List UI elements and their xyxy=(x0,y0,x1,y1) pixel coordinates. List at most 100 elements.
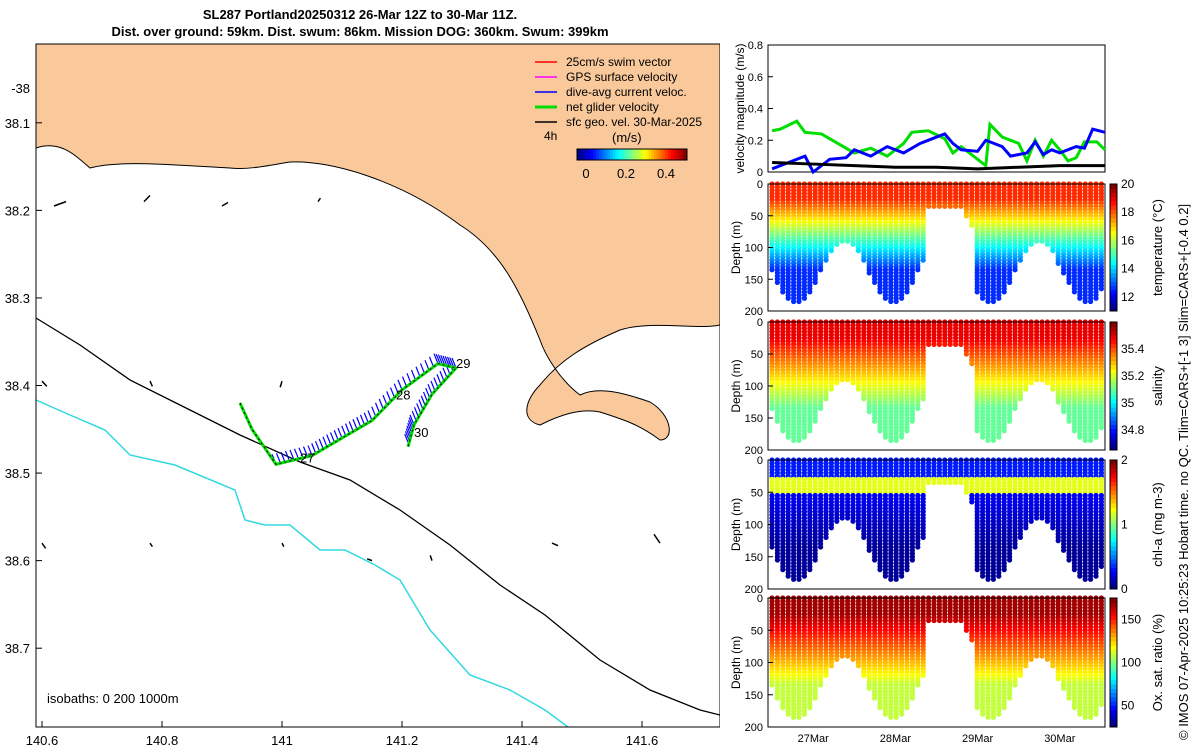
data-point xyxy=(990,428,997,434)
colorbar-cell xyxy=(1110,251,1117,257)
data-point xyxy=(996,541,1002,547)
data-point xyxy=(861,348,867,354)
data-point xyxy=(1044,206,1050,212)
data-point xyxy=(796,325,802,331)
data-point xyxy=(1088,412,1094,418)
data-point xyxy=(926,322,932,328)
data-point xyxy=(774,244,781,251)
data-point xyxy=(1017,502,1024,508)
data-point xyxy=(807,219,813,225)
data-point xyxy=(893,338,899,344)
data-point xyxy=(953,203,959,209)
data-point xyxy=(1023,335,1029,341)
data-point xyxy=(974,489,980,495)
data-point xyxy=(1007,476,1013,482)
legend-label: 25cm/s swim vector xyxy=(566,55,671,69)
data-point xyxy=(909,418,916,424)
data-point xyxy=(780,222,786,228)
data-point xyxy=(812,457,818,463)
data-point xyxy=(882,402,889,408)
data-point xyxy=(872,225,878,232)
data-point xyxy=(1007,405,1013,411)
data-point xyxy=(877,412,883,418)
data-point xyxy=(1050,206,1056,212)
data-point xyxy=(850,486,856,492)
data-point xyxy=(1093,364,1099,370)
data-point xyxy=(904,209,910,216)
data-point xyxy=(969,187,975,193)
data-point xyxy=(974,194,980,200)
data-point xyxy=(812,499,818,505)
current-vector xyxy=(424,359,430,371)
data-point xyxy=(996,515,1002,521)
data-point xyxy=(850,476,856,482)
data-point xyxy=(1066,232,1072,238)
data-point xyxy=(1061,325,1067,331)
data-point xyxy=(769,332,775,338)
data-point xyxy=(996,499,1002,505)
data-point xyxy=(1023,463,1029,470)
data-point xyxy=(1023,238,1029,244)
data-point xyxy=(823,251,829,257)
data-point xyxy=(1098,332,1104,338)
data-point xyxy=(1055,364,1061,370)
data-point xyxy=(882,232,889,238)
data-point xyxy=(850,222,856,228)
data-point xyxy=(893,254,899,260)
data-point xyxy=(812,534,818,541)
data-point xyxy=(801,470,808,476)
data-point xyxy=(823,325,829,331)
data-point xyxy=(909,373,916,379)
data-point xyxy=(1098,373,1104,379)
data-point xyxy=(980,521,986,528)
colorbar-cell xyxy=(618,149,622,160)
data-point xyxy=(1028,203,1034,209)
data-point xyxy=(834,219,840,225)
data-point xyxy=(774,547,781,553)
data-point xyxy=(1098,377,1104,383)
data-point xyxy=(823,203,829,209)
data-point xyxy=(872,187,878,193)
data-point xyxy=(1071,361,1077,367)
data-point xyxy=(931,479,937,486)
data-point xyxy=(1061,399,1067,405)
colorbar-cell xyxy=(1110,437,1117,442)
data-point xyxy=(882,383,889,389)
data-point xyxy=(1039,367,1045,373)
data-point xyxy=(812,492,818,499)
data-point xyxy=(812,554,818,560)
data-point xyxy=(861,361,867,367)
data-point xyxy=(877,544,883,550)
data-point xyxy=(839,341,845,347)
data-point xyxy=(1082,254,1088,260)
data-point xyxy=(1055,319,1061,325)
data-point xyxy=(888,405,894,411)
data-point xyxy=(807,489,813,495)
data-point xyxy=(877,405,883,411)
colorbar-cell xyxy=(590,149,594,160)
data-point xyxy=(893,570,899,576)
data-point xyxy=(796,386,802,392)
data-point xyxy=(942,187,948,193)
data-point xyxy=(855,335,862,341)
data-point xyxy=(801,251,808,257)
data-point xyxy=(888,505,894,511)
data-point xyxy=(920,184,926,190)
data-point xyxy=(861,502,867,508)
data-point xyxy=(1044,219,1050,225)
colorbar-cell xyxy=(582,149,586,160)
data-point xyxy=(796,181,802,187)
data-point xyxy=(785,190,791,197)
data-point xyxy=(1088,405,1094,411)
data-point xyxy=(780,383,786,389)
data-point xyxy=(1017,489,1024,495)
data-point xyxy=(785,181,791,187)
data-point xyxy=(1012,238,1018,244)
data-point xyxy=(791,251,797,257)
data-point xyxy=(834,216,840,222)
data-point xyxy=(936,338,943,344)
data-point xyxy=(791,573,797,579)
data-point xyxy=(985,197,991,203)
colorbar-cell xyxy=(599,149,602,160)
data-point xyxy=(780,386,786,392)
